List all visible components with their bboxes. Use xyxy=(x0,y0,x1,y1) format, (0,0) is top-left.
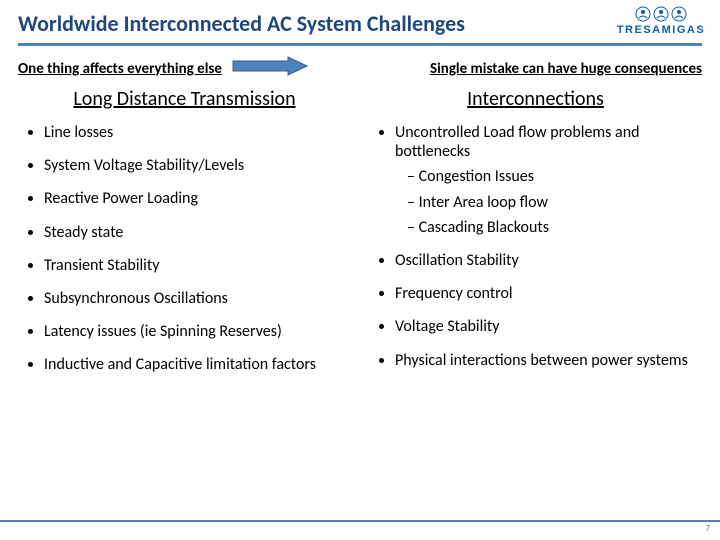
title-rule xyxy=(18,43,702,46)
right-bullets: Oscillation Stability Frequency control … xyxy=(369,251,702,370)
lead-text: Uncontrolled Load flow problems and bott… xyxy=(395,123,640,161)
list-item: Voltage Stability xyxy=(395,317,702,336)
brand-logo: TRESAMIGAS xyxy=(616,6,706,36)
footer-rule xyxy=(0,520,720,522)
list-item: Steady state xyxy=(44,223,351,242)
list-item: Latency issues (ie Spinning Reserves) xyxy=(44,322,351,341)
list-item: Physical interactions between power syst… xyxy=(395,351,702,370)
page-title: Worldwide Interconnected AC System Chall… xyxy=(18,10,702,41)
list-item: Uncontrolled Load flow problems and bott… xyxy=(395,123,702,237)
right-lead-bullet: Uncontrolled Load flow problems and bott… xyxy=(369,123,702,237)
list-item: Subsynchronous Oscillations xyxy=(44,289,351,308)
subhead-right: Single mistake can have huge consequence… xyxy=(430,60,702,78)
list-item: System Voltage Stability/Levels xyxy=(44,156,351,175)
columns: Long Distance Transmission Line losses S… xyxy=(18,87,702,389)
arrow-icon xyxy=(232,56,308,81)
sub-item: Cascading Blackouts xyxy=(407,218,702,237)
list-item: Line losses xyxy=(44,123,351,142)
subhead-left: One thing affects everything else xyxy=(18,60,222,78)
page-number: 7 xyxy=(705,523,710,534)
person-icon xyxy=(653,6,669,22)
sub-bullets: Congestion Issues Inter Area loop flow C… xyxy=(395,167,702,237)
person-icon xyxy=(671,6,687,22)
left-bullets: Line losses System Voltage Stability/Lev… xyxy=(18,123,351,375)
list-item: Frequency control xyxy=(395,284,702,303)
list-item: Inductive and Capacitive limitation fact… xyxy=(44,355,351,374)
list-item: Oscillation Stability xyxy=(395,251,702,270)
sub-item: Congestion Issues xyxy=(407,167,702,186)
right-column: Interconnections Uncontrolled Load flow … xyxy=(369,87,702,389)
slide: TRESAMIGAS Worldwide Interconnected AC S… xyxy=(0,0,720,540)
person-icon xyxy=(635,6,651,22)
sub-item: Inter Area loop flow xyxy=(407,193,702,212)
logo-text: TRESAMIGAS xyxy=(616,24,706,36)
logo-icons xyxy=(616,6,706,22)
left-column-heading: Long Distance Transmission xyxy=(18,87,351,111)
list-item: Transient Stability xyxy=(44,256,351,275)
left-column: Long Distance Transmission Line losses S… xyxy=(18,87,351,389)
list-item: Reactive Power Loading xyxy=(44,189,351,208)
right-column-heading: Interconnections xyxy=(369,87,702,111)
subhead-row: One thing affects everything else Single… xyxy=(18,56,702,81)
